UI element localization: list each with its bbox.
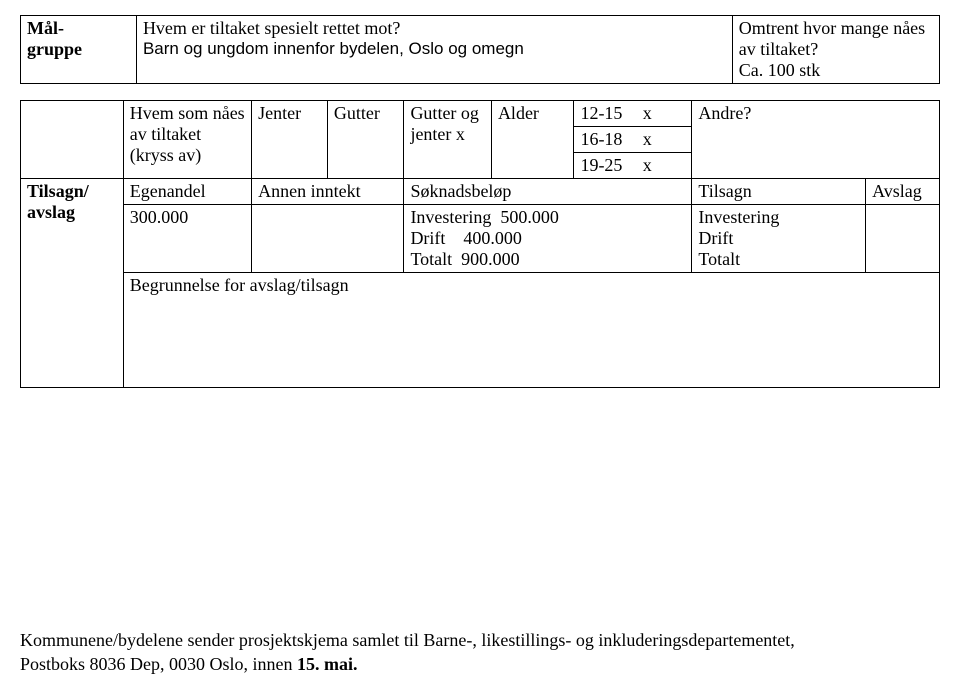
footer-line2a: Postboks 8036 Dep, 0030 Oslo, innen — [20, 654, 297, 674]
answer-who: Barn og ungdom innenfor bydelen, Oslo og… — [143, 39, 726, 59]
age-12-15: 12-15 — [574, 101, 637, 127]
value-soknadsbelop: Investering 500.000 Drift 400.000 Totalt… — [404, 205, 692, 273]
cell-target-desc: Hvem er tiltaket spesielt rettet mot? Ba… — [136, 16, 732, 84]
age-16-18-mark: x — [637, 127, 692, 153]
investering-line: Investering 500.000 — [410, 207, 685, 228]
age-12-15-mark: x — [637, 101, 692, 127]
age-19-25-mark: x — [637, 153, 692, 179]
label-jenter: Jenter — [252, 101, 328, 179]
value-annen-inntekt — [252, 205, 404, 273]
label-hvem-som: Hvem som nåes av tiltaket (kryss av) — [123, 101, 251, 179]
cell-approx-count: Omtrent hvor mange nåes av tiltaket? Ca.… — [732, 16, 939, 84]
label-gutter: Gutter — [327, 101, 404, 179]
footer-deadline: 15. mai. — [297, 654, 358, 674]
label-malgruppe: Mål- gruppe — [21, 16, 137, 84]
question-who: Hvem er tiltaket spesielt rettet mot? — [143, 18, 726, 39]
label-tilsagn-avslag: Tilsagn/ avslag — [21, 179, 124, 388]
label-begrunnelse: Begrunnelse for avslag/tilsagn — [123, 273, 939, 388]
value-avslag — [866, 205, 940, 273]
totalt-line: Totalt 900.000 — [410, 249, 685, 270]
footer-text: Kommunene/bydelene sender prosjektskjema… — [20, 628, 940, 677]
label-alder: Alder — [491, 101, 574, 179]
tilsagn-investering: Investering — [698, 207, 859, 228]
label-gutter-og-jenter: Gutter og jenter x — [404, 101, 492, 179]
label-tilsagn: Tilsagn — [692, 179, 866, 205]
target-group-table: Mål- gruppe Hvem er tiltaket spesielt re… — [20, 15, 940, 84]
tilsagn-totalt: Totalt — [698, 249, 859, 270]
label-soknadsbelop: Søknadsbeløp — [404, 179, 692, 205]
label-andre: Andre? — [692, 101, 940, 179]
age-19-25: 19-25 — [574, 153, 637, 179]
age-16-18: 16-18 — [574, 127, 637, 153]
label-annen-inntekt: Annen inntekt — [252, 179, 404, 205]
drift-line: Drift 400.000 — [410, 228, 685, 249]
tilsagn-drift: Drift — [698, 228, 859, 249]
cell-blank-left — [21, 101, 124, 179]
footer-line1: Kommunene/bydelene sender prosjektskjema… — [20, 630, 795, 650]
label-avslag: Avslag — [866, 179, 940, 205]
details-table: Hvem som nåes av tiltaket (kryss av) Jen… — [20, 100, 940, 388]
value-tilsagn: Investering Drift Totalt — [692, 205, 866, 273]
value-egenandel: 300.000 — [123, 205, 251, 273]
label-egenandel: Egenandel — [123, 179, 251, 205]
